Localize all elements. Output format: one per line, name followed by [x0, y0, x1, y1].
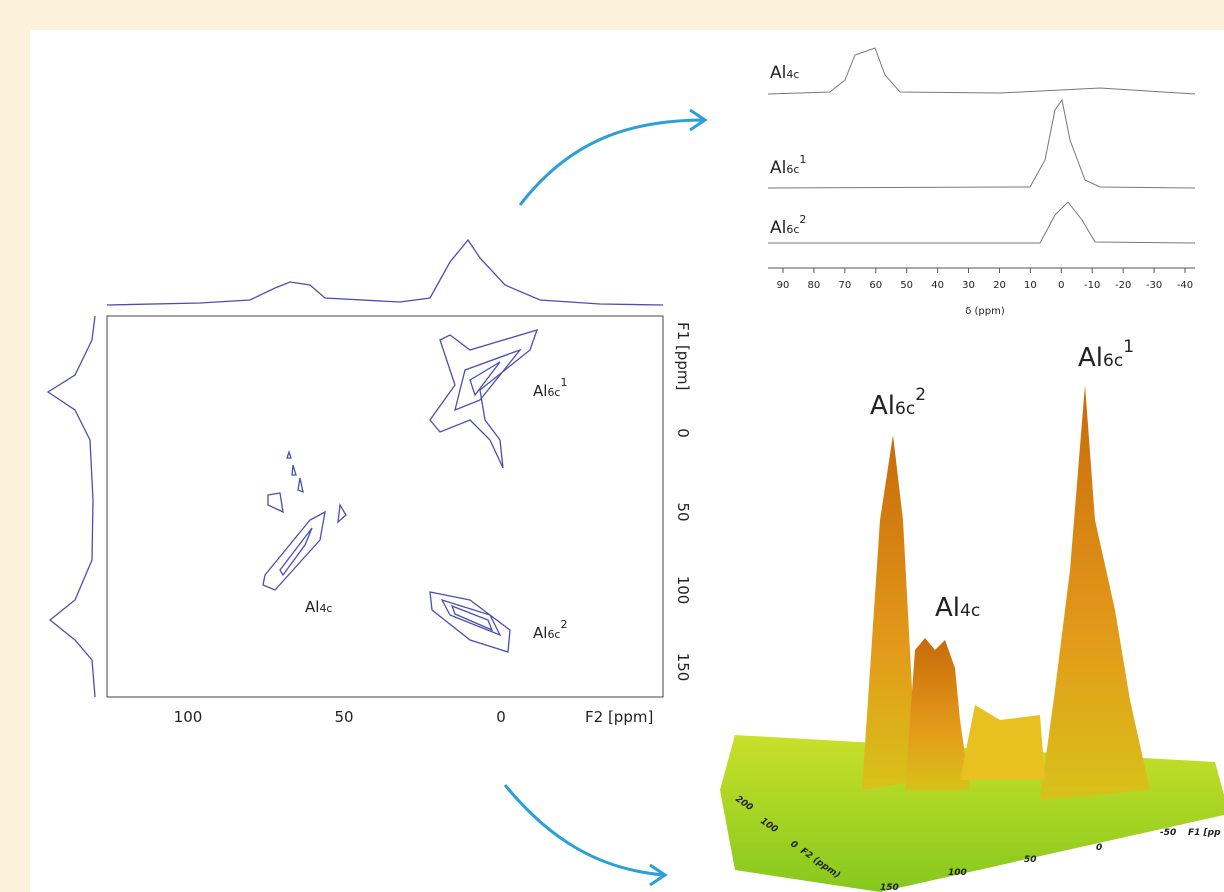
x-tick-label: 50	[900, 280, 913, 291]
superscript: 1	[1123, 337, 1134, 357]
tick-label: 150	[880, 883, 899, 892]
subscript: 6c	[786, 223, 799, 236]
superscript: 1	[560, 376, 567, 389]
body: 100 50 0 F2 [ppm] 0 50 100 150 F1 [ppm] …	[0, 0, 1224, 892]
subscript: 6c	[786, 163, 799, 176]
subscript: 6c	[547, 628, 560, 641]
element: Al	[533, 382, 547, 400]
page: {"contour_plot":{"x_axis_label":"F2 [ppm…	[0, 0, 1224, 892]
tick-label: 100	[948, 868, 967, 878]
subscript: 4c	[786, 68, 799, 81]
element: Al	[870, 391, 895, 421]
x-tick-label: 0	[496, 708, 506, 726]
element: Al	[770, 158, 786, 178]
subscript: 6c	[1103, 351, 1123, 371]
tick-label: -50	[1160, 828, 1176, 838]
x-tick-label: -10	[1084, 280, 1100, 291]
tick-label: 0	[1096, 843, 1102, 853]
figure: 100 50 0 F2 [ppm] 0 50 100 150 F1 [ppm] …	[0, 0, 1224, 892]
element: Al	[305, 598, 319, 616]
superscript: 2	[799, 213, 806, 226]
x-tick-label: -40	[1177, 280, 1193, 291]
y-tick-label: 50	[674, 502, 692, 521]
x-tick-label: 0	[1058, 280, 1064, 291]
subscript: 4c	[960, 601, 980, 621]
y-tick-label: 0	[674, 428, 692, 438]
y-tick-label: 150	[674, 653, 692, 682]
subscript: 4c	[319, 602, 332, 615]
y-tick-label: 100	[674, 576, 692, 605]
y-axis-label: F1 [ppm]	[674, 322, 692, 390]
element: Al	[1078, 343, 1103, 373]
x-tick-label: -20	[1115, 280, 1131, 291]
superscript: 1	[799, 153, 806, 166]
element: Al	[935, 593, 960, 623]
x-tick-label: 90	[777, 280, 790, 291]
x-axis-label: F2 [ppm]	[585, 708, 653, 726]
element: Al	[770, 218, 786, 238]
tick-label: 50	[1024, 855, 1037, 865]
x-tick-label: 30	[962, 280, 975, 291]
x-tick-label: 60	[869, 280, 882, 291]
element: Al	[533, 624, 547, 642]
superscript: 2	[560, 618, 567, 631]
x-tick-label: 50	[334, 708, 353, 726]
superscript: 2	[915, 385, 926, 405]
x-tick-label: 40	[931, 280, 944, 291]
x-tick-label: 100	[174, 708, 203, 726]
x-tick-label: 10	[1024, 280, 1037, 291]
x-tick-label: 80	[808, 280, 821, 291]
x-tick-label: 70	[838, 280, 851, 291]
axis-label: F1 [pp	[1188, 828, 1221, 838]
x-axis-label: δ (ppm)	[965, 306, 1005, 317]
x-tick-label: 20	[993, 280, 1006, 291]
subscript: 6c	[895, 399, 915, 419]
subscript: 6c	[547, 386, 560, 399]
element: Al	[770, 63, 786, 83]
x-tick-label: -30	[1146, 280, 1162, 291]
